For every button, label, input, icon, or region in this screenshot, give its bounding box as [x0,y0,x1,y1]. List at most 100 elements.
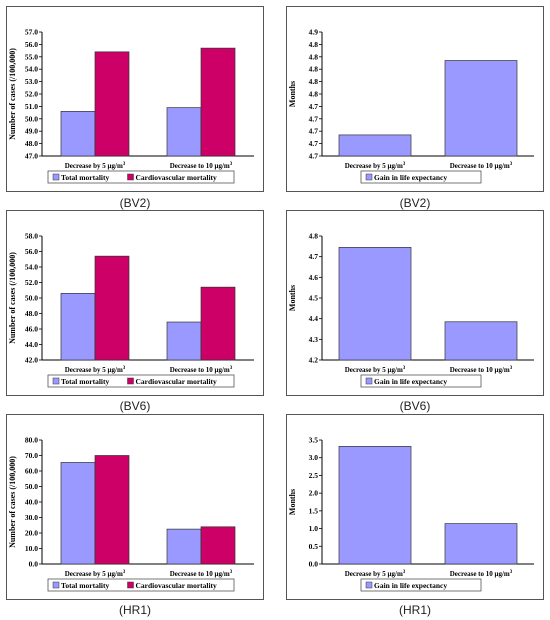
y-tick-label: 4.8 [309,232,319,241]
legend-label: Total mortality [61,173,110,182]
bar-gain [444,60,518,157]
bar-total [166,107,202,157]
bar-cardio [94,255,130,361]
y-axis-label: Months [288,489,297,515]
legend-swatch [52,581,60,589]
y-tick-label: 1.5 [309,506,319,515]
y-tick-label: 4.8 [309,77,319,86]
chart-panel-bv2-cases: Number of cases (/100,000) 47.0 48.0 49.0 50… [6,6,264,192]
y-tick-label: 42.0 [25,356,38,365]
y-tick-label: 54.0 [25,263,38,272]
bar-total [166,321,202,361]
chart-panel-bv6-gain: Months 4.2 4.3 4.4 4.5 4.6 4.7 4.8 Decrease by 5… [286,210,544,396]
y-axis-label: Number of cases (/100,000) [8,252,17,344]
bar-total [166,528,202,565]
y-tick-label: 46.0 [25,325,38,334]
x-category-label: Decrease to 10 μg/m3 [170,162,233,170]
chart-panel-hr1-gain: Months 0.0 0.5 1.0 1.5 2.0 2.5 3.0 3.5 Decrease b… [286,414,544,600]
y-axis-label: Months [288,81,297,107]
y-tick-label: 4.7 [309,102,319,111]
legend-label: Gain in life expectancy [374,173,447,182]
y-tick-label: 4.9 [309,28,319,37]
y-tick-label: 57.0 [25,28,38,37]
y-tick-label: 60.0 [25,467,38,476]
y-tick-label: 4.7 [309,127,319,136]
bar-cardio [200,526,236,565]
y-tick-label: 50.0 [25,482,38,491]
x-category-label: Decrease by 5 μg/m3 [65,366,126,374]
y-tick-label: 51.0 [25,102,38,111]
legend-swatch [365,173,373,181]
y-tick-label: 3.0 [309,453,319,462]
chart-frame [6,414,264,600]
y-tick-label: 4.8 [309,40,319,49]
x-category-label: Decrease by 5 μg/m3 [345,162,406,170]
y-tick-label: 3.5 [309,436,319,445]
y-tick-label: 2.0 [309,489,319,498]
legend-swatch [127,581,134,589]
legend-swatch [127,377,134,385]
y-tick-label: 4.7 [309,139,319,148]
legend-box [360,578,482,592]
x-category-label: Decrease to 10 μg/m3 [450,162,513,170]
bar-cardio [94,51,130,157]
y-tick-label: 48.0 [25,309,38,318]
chart-panel-bv6-cases: Number of cases (/100,000) 42.0 44.0 46.0 48… [6,210,264,396]
y-tick-label: 4.7 [309,114,319,123]
chart-frame [286,210,544,396]
bar-cardio [94,455,130,565]
y-tick-label: 20.0 [25,529,38,538]
y-tick-label: 4.7 [309,252,319,261]
bar-gain [444,321,518,361]
chart-svg: Months 4.7 4.7 4.7 4.7 4.7 4.8 4.8 4.8 4.8 4.8 4.9 D… [286,6,544,192]
x-category-label: Decrease to 10 μg/m3 [170,570,233,578]
chart-caption-bv6-gain: (BV6) [399,399,431,413]
y-tick-label: 56.0 [25,247,38,256]
legend-swatch [365,581,373,589]
y-tick-label: 47.0 [25,152,38,161]
y-tick-label: 48.0 [25,139,38,148]
y-tick-label: 53.0 [25,77,38,86]
bar-total [60,292,96,361]
y-tick-label: 52.0 [25,278,38,287]
bar-total [60,111,96,157]
y-tick-label: 49.0 [25,127,38,136]
chart-svg: Months 4.2 4.3 4.4 4.5 4.6 4.7 4.8 Decrease by 5… [286,210,544,396]
y-tick-label: 0.5 [309,542,319,551]
bar-gain [338,134,412,157]
y-axis-label: Months [288,285,297,311]
legend-label: Total mortality [61,581,110,590]
y-axis-label: Number of cases (/100,000) [8,456,17,548]
y-tick-label: 4.2 [309,356,319,365]
legend-swatch [365,377,373,385]
bar-cardio [200,47,236,157]
legend-label: Gain in life expectancy [374,581,447,590]
y-tick-label: 70.0 [25,451,38,460]
y-tick-label: 4.4 [309,314,319,323]
y-tick-label: 80.0 [25,436,38,445]
y-tick-label: 50.0 [25,294,38,303]
x-category-label: Decrease to 10 μg/m3 [170,366,233,374]
y-tick-label: 54.0 [25,65,38,74]
legend-box [47,170,235,184]
y-tick-label: 4.8 [309,90,319,99]
y-tick-label: 2.5 [309,471,319,480]
y-tick-label: 4.8 [309,65,319,74]
legend-box [47,578,235,592]
chart-svg: Number of cases (/100,000) 42.0 44.0 46.0 48… [6,210,264,396]
y-tick-label: 52.0 [25,90,38,99]
legend-swatch [52,173,60,181]
chart-frame [286,414,544,600]
bar-gain [338,247,412,361]
x-category-label: Decrease to 10 μg/m3 [450,366,513,374]
y-axis-label: Number of cases (/100,000) [8,48,17,140]
y-tick-label: 4.3 [309,335,319,344]
legend-swatch [127,173,134,181]
chart-caption-bv2-gain: (BV2) [399,196,431,210]
bar-gain [444,523,518,565]
y-tick-label: 50.0 [25,114,38,123]
y-tick-label: 1.0 [309,524,319,533]
y-tick-label: 4.6 [309,273,319,282]
chart-caption-bv6-cases: (BV6) [119,399,151,413]
y-tick-label: 44.0 [25,340,38,349]
